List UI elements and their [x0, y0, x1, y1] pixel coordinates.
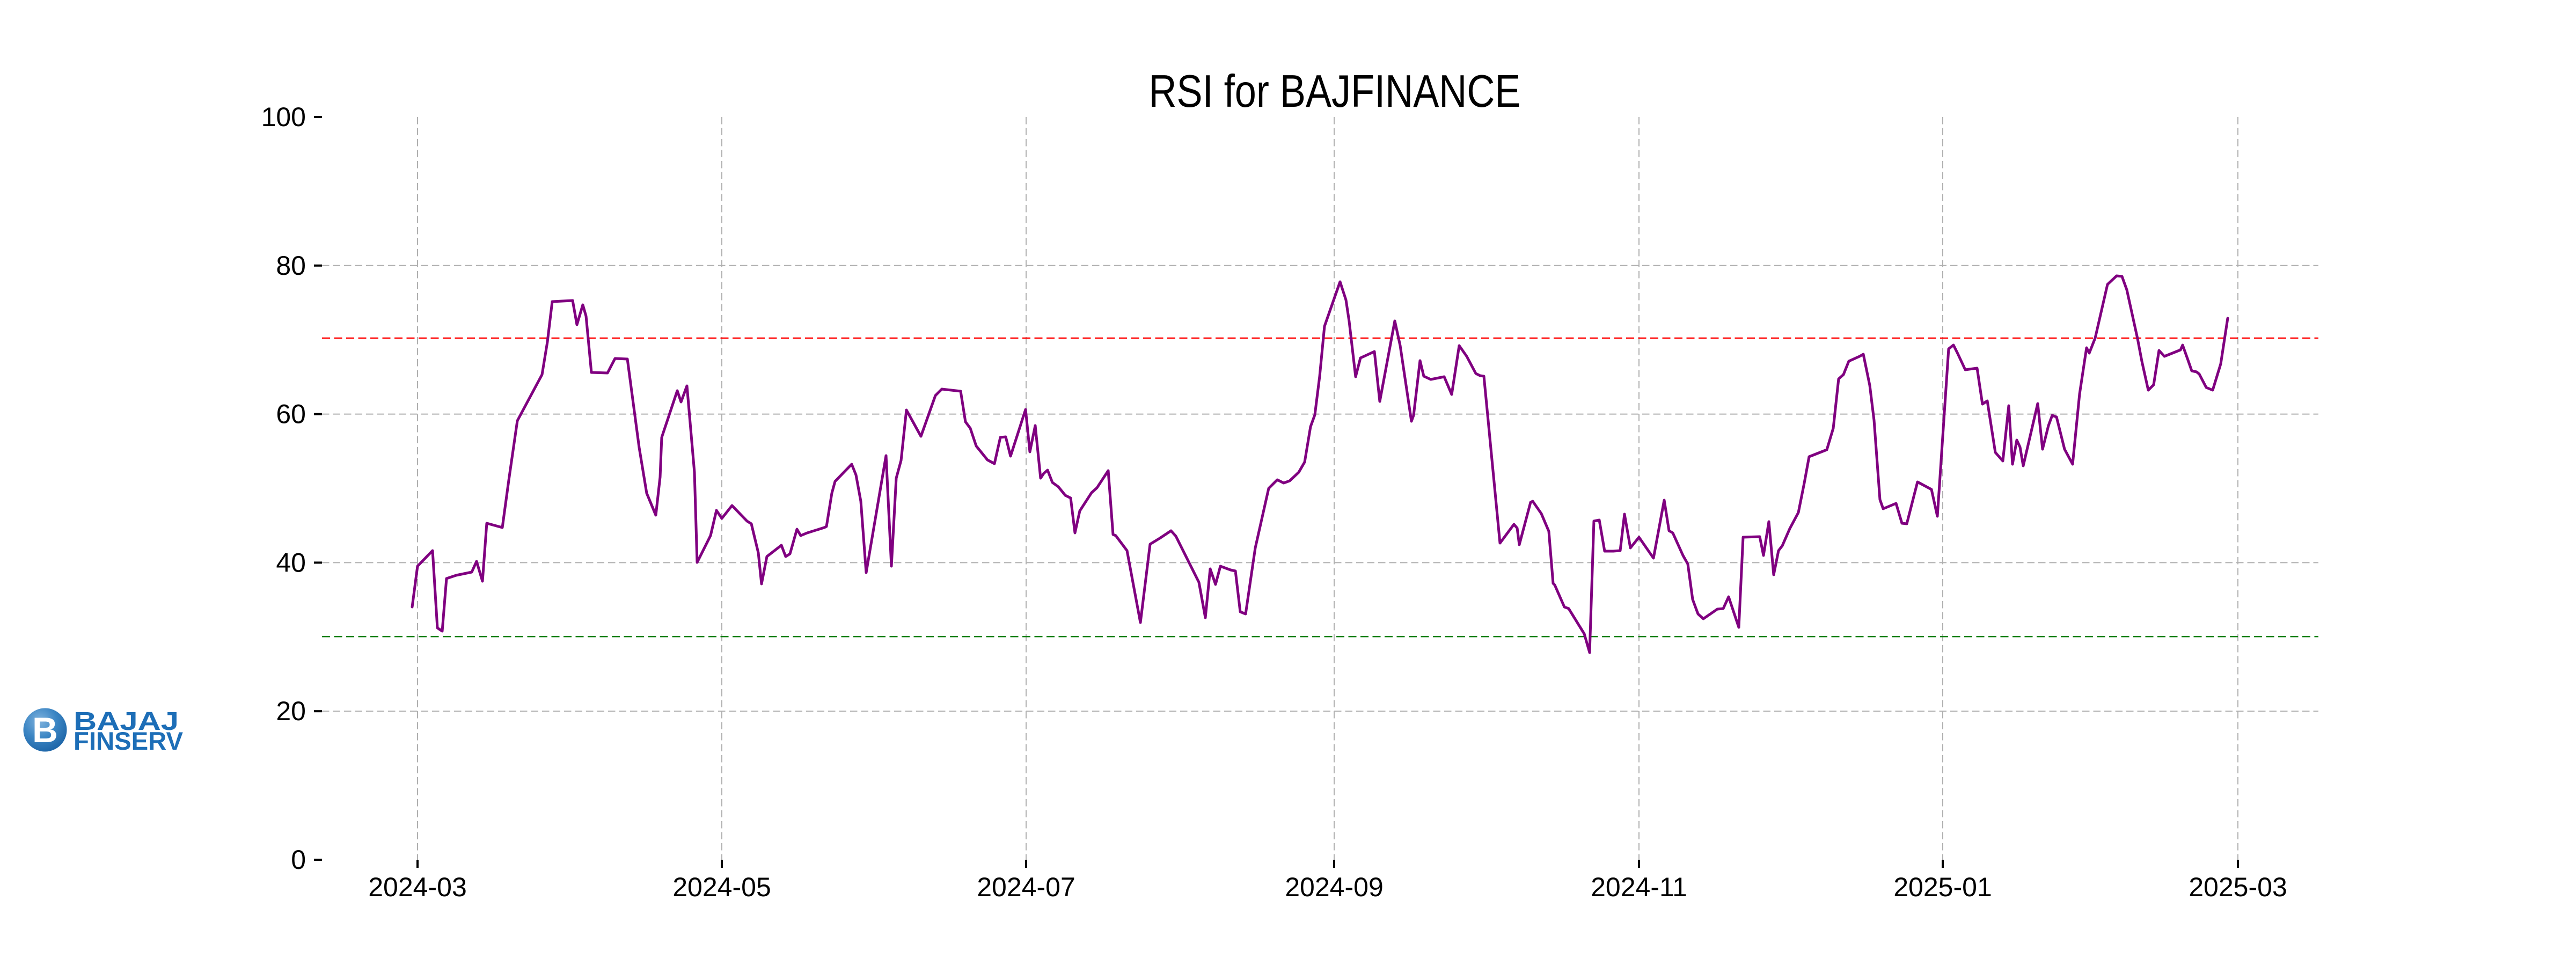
svg-text:2024-07: 2024-07 — [977, 872, 1075, 902]
svg-text:BAJAJ: BAJAJ — [74, 707, 179, 736]
svg-text:B: B — [32, 710, 58, 750]
svg-text:FINSERV: FINSERV — [74, 727, 184, 755]
svg-text:2025-01: 2025-01 — [1893, 872, 1992, 902]
svg-text:80: 80 — [276, 251, 306, 281]
svg-text:40: 40 — [276, 547, 306, 577]
svg-text:2024-03: 2024-03 — [368, 872, 467, 902]
svg-text:20: 20 — [276, 696, 306, 726]
svg-text:RSI for BAJFINANCE: RSI for BAJFINANCE — [1149, 66, 1521, 117]
svg-text:60: 60 — [276, 399, 306, 429]
svg-text:2025-03: 2025-03 — [2189, 872, 2287, 902]
svg-text:100: 100 — [261, 102, 306, 132]
svg-text:0: 0 — [291, 845, 306, 875]
svg-text:2024-05: 2024-05 — [672, 872, 771, 902]
svg-text:2024-09: 2024-09 — [1285, 872, 1384, 902]
svg-text:2024-11: 2024-11 — [1591, 872, 1687, 902]
